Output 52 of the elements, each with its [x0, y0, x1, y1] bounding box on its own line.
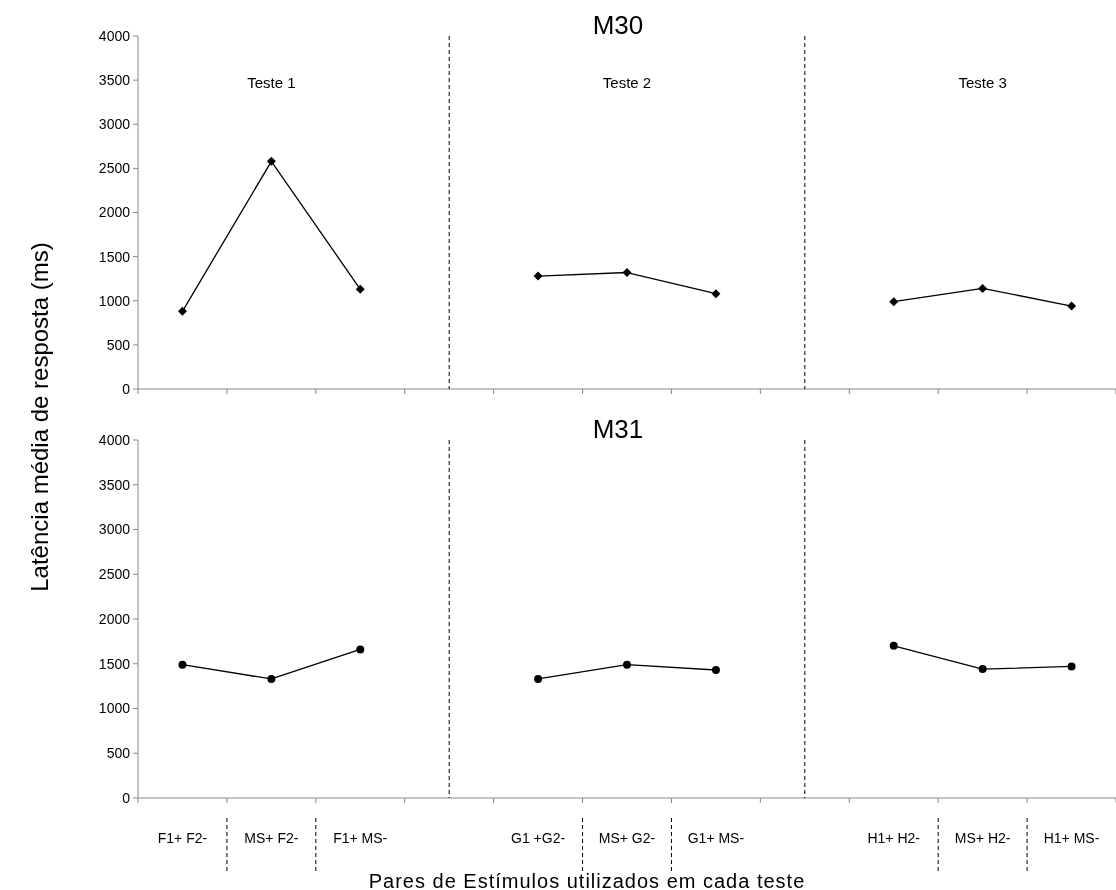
annotation: Teste 2: [602, 74, 652, 91]
annotation: Teste 3: [958, 74, 1007, 91]
point: [1067, 301, 1077, 311]
x-axis-title: Pares de Estímulos utilizados em cada teste: [368, 870, 806, 890]
point: [177, 306, 187, 316]
y-tick-label: 500: [106, 745, 131, 762]
chart-title: M30: [592, 10, 644, 40]
y-tick-label: 3500: [98, 476, 131, 493]
y-tick-label: 3500: [98, 72, 131, 89]
y-tick-label: 0: [122, 380, 131, 397]
point: [356, 645, 365, 654]
point: [267, 674, 276, 683]
point: [711, 289, 721, 299]
x-tick-label: MS+ F2-: [244, 830, 299, 846]
point: [266, 156, 276, 166]
point: [1067, 662, 1076, 671]
y-tick-label: 0: [122, 789, 131, 806]
y-tick-label: 1500: [98, 248, 131, 265]
y-tick-label: 500: [106, 336, 131, 353]
y-tick-label: 2000: [98, 610, 131, 627]
point: [533, 271, 543, 281]
y-tick-label: 2500: [98, 160, 131, 177]
point: [978, 283, 988, 293]
x-tick-label: G1 +G2-: [511, 830, 566, 846]
point: [178, 660, 187, 669]
point: [534, 674, 543, 683]
point: [355, 284, 365, 294]
y-tick-label: 2500: [98, 566, 131, 583]
point: [623, 660, 631, 669]
point: [889, 641, 898, 650]
point: [978, 665, 987, 674]
x-tick-label: MS+ G2-: [598, 830, 656, 846]
y-tick-label: 2000: [98, 204, 131, 221]
y-tick-label: 1500: [98, 655, 131, 672]
annotation: Teste 1: [247, 74, 296, 91]
point: [889, 297, 899, 307]
y-tick-label: 4000: [98, 27, 131, 44]
y-tick-label: 4000: [98, 431, 131, 448]
y-axis-title: Latência média de resposta (ms): [26, 242, 53, 592]
x-tick-label: F1+ F2-: [157, 830, 208, 846]
y-tick-label: 3000: [98, 521, 131, 538]
x-tick-label: F1+ MS-: [333, 830, 388, 846]
y-tick-label: 1000: [98, 292, 131, 309]
y-tick-label: 1000: [98, 700, 131, 717]
x-tick-label: MS+ H2-: [954, 830, 1011, 846]
x-tick-label: H1+ MS-: [1043, 830, 1100, 846]
y-tick-label: 3000: [98, 116, 131, 133]
chart-title: M31: [592, 414, 644, 444]
point: [622, 268, 632, 278]
x-tick-label: H1+ H2-: [867, 830, 921, 846]
x-tick-label: G1+ MS-: [687, 830, 745, 846]
point: [711, 666, 720, 675]
